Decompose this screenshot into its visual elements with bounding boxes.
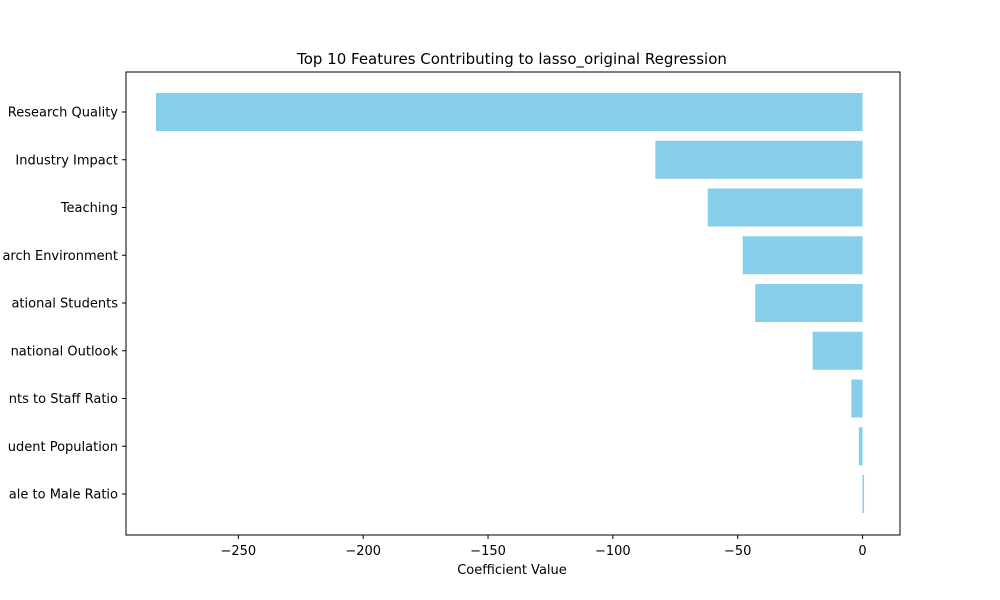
y-tick-label: Research Quality	[8, 106, 119, 121]
y-tick-label: arch Environment	[2, 249, 118, 264]
x-tick-label: 0	[858, 544, 866, 559]
x-tick-label: −250	[220, 544, 256, 559]
chart-title: Top 10 Features Contributing to lasso_or…	[296, 50, 727, 69]
bar	[755, 284, 863, 322]
y-axis-ticks: Research Quality Industry Impact Teaching a…	[2, 106, 126, 503]
bar	[851, 379, 863, 418]
x-axis-label: Coefficient Value	[457, 563, 567, 578]
y-tick-label: ational Students	[11, 297, 118, 312]
y-tick-label: nts to Staff Ratio	[9, 392, 118, 407]
bar	[858, 427, 863, 466]
y-tick-label: ale to Male Ratio	[9, 488, 118, 503]
bar	[812, 331, 863, 370]
bar	[742, 236, 863, 275]
bar	[707, 188, 863, 227]
x-axis-ticks: −250 −200 −150 −100 −50 0	[220, 535, 867, 559]
bars-group	[155, 93, 865, 513]
y-tick-label: Teaching	[60, 201, 118, 216]
x-tick-label: −50	[724, 544, 751, 559]
x-tick-label: −200	[345, 544, 381, 559]
x-tick-label: −150	[470, 544, 506, 559]
x-tick-label: −100	[595, 544, 631, 559]
y-tick-label: national Outlook	[11, 344, 119, 359]
bar	[862, 475, 865, 513]
y-tick-label: udent Population	[8, 440, 118, 455]
bar	[155, 93, 863, 131]
y-tick-label: Industry Impact	[15, 153, 118, 168]
bar	[655, 140, 863, 179]
